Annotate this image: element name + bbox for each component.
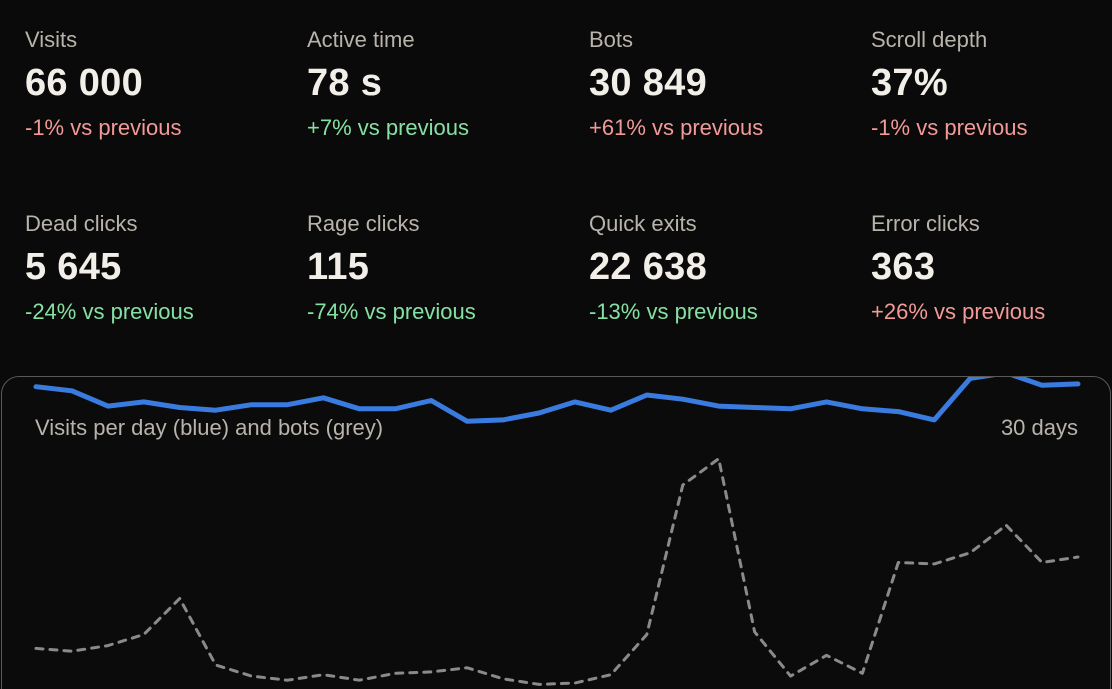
kpi-quick-exits[interactable]: Quick exits 22 638 -13% vs previous — [589, 184, 849, 334]
kpi-label: Bots — [589, 27, 634, 52]
kpi-label: Visits — [25, 27, 78, 52]
chart-range-selector[interactable]: 30 days — [1000, 415, 1078, 440]
kpi-delta: +26% vs previous — [871, 299, 1046, 324]
chart-title: Visits per day (blue) and bots (grey) — [35, 415, 384, 440]
kpi-label: Quick exits — [589, 211, 697, 236]
kpi-delta: -1% vs previous — [871, 115, 1028, 140]
kpi-active-time[interactable]: Active time 78 s +7% vs previous — [307, 0, 567, 150]
kpi-value: 22 638 — [589, 246, 708, 288]
kpi-delta: -1% vs previous — [25, 115, 182, 140]
kpi-dead-clicks[interactable]: Dead clicks 5 645 -24% vs previous — [25, 184, 285, 334]
kpi-value: 363 — [871, 246, 936, 288]
kpi-error-clicks[interactable]: Error clicks 363 +26% vs previous — [871, 184, 1112, 334]
visits-chart-card: Visits per day (blue) and bots (grey) 30… — [1, 376, 1111, 689]
kpi-value: 115 — [307, 246, 370, 288]
kpi-value: 66 000 — [25, 62, 144, 104]
kpi-label: Rage clicks — [307, 211, 420, 236]
kpi-value: 30 849 — [589, 62, 708, 104]
kpi-delta: -13% vs previous — [589, 299, 758, 324]
bots-series-line — [34, 457, 1080, 686]
kpi-label: Scroll depth — [871, 27, 988, 52]
kpi-delta: -24% vs previous — [25, 299, 194, 324]
visits-bots-line-chart — [33, 377, 1081, 686]
kpi-label: Error clicks — [871, 211, 980, 236]
kpi-value: 5 645 — [25, 246, 122, 288]
kpi-delta: +61% vs previous — [589, 115, 764, 140]
kpi-delta: -74% vs previous — [307, 299, 476, 324]
kpi-visits[interactable]: Visits 66 000 -1% vs previous — [25, 0, 285, 150]
kpi-value: 78 s — [307, 62, 383, 104]
kpi-rage-clicks[interactable]: Rage clicks 115 -74% vs previous — [307, 184, 567, 334]
kpi-bots[interactable]: Bots 30 849 +61% vs previous — [589, 0, 849, 150]
visits-series-line — [33, 377, 1081, 424]
kpi-grid: Visits 66 000 -1% vs previous Active tim… — [25, 0, 1112, 334]
kpi-value: 37% — [871, 62, 948, 104]
kpi-delta: +7% vs previous — [307, 115, 470, 140]
kpi-label: Active time — [307, 27, 415, 52]
kpi-scroll-depth[interactable]: Scroll depth 37% -1% vs previous — [871, 0, 1112, 150]
kpi-label: Dead clicks — [25, 211, 138, 236]
